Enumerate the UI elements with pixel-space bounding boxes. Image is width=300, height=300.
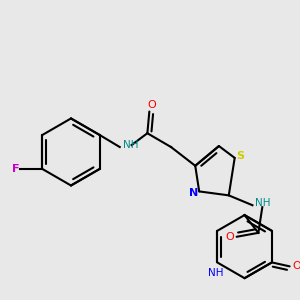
Text: F: F (12, 164, 19, 174)
Text: NH: NH (123, 140, 138, 150)
Text: O: O (225, 232, 234, 242)
Text: S: S (237, 151, 244, 161)
Text: NH: NH (255, 198, 271, 208)
Text: O: O (147, 100, 156, 110)
Text: O: O (292, 261, 300, 272)
Text: N: N (189, 188, 198, 198)
Text: NH: NH (208, 268, 223, 278)
